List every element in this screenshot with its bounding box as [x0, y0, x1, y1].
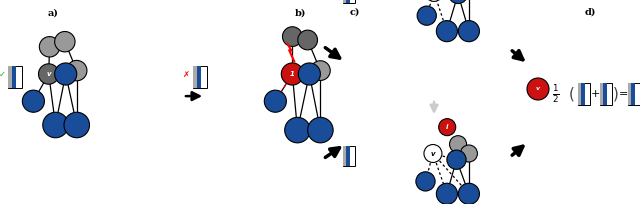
Text: =: = — [618, 89, 628, 99]
Circle shape — [416, 172, 435, 191]
Circle shape — [417, 6, 436, 25]
FancyBboxPatch shape — [193, 66, 207, 88]
FancyBboxPatch shape — [600, 83, 612, 105]
Circle shape — [282, 27, 302, 47]
Circle shape — [43, 112, 68, 138]
FancyBboxPatch shape — [343, 146, 346, 166]
Text: ✗: ✗ — [182, 70, 189, 79]
Text: a): a) — [47, 9, 58, 18]
Circle shape — [39, 37, 60, 57]
FancyBboxPatch shape — [604, 83, 607, 105]
Text: 1: 1 — [290, 71, 295, 77]
Circle shape — [22, 90, 44, 112]
Circle shape — [527, 78, 549, 100]
Circle shape — [282, 63, 303, 85]
FancyBboxPatch shape — [8, 66, 22, 88]
Circle shape — [447, 150, 466, 169]
Circle shape — [449, 136, 467, 153]
Text: v: v — [46, 71, 51, 77]
Circle shape — [298, 30, 317, 50]
FancyBboxPatch shape — [197, 66, 201, 88]
Circle shape — [38, 64, 59, 84]
FancyBboxPatch shape — [600, 83, 604, 105]
FancyBboxPatch shape — [578, 83, 590, 105]
Text: ✓: ✓ — [0, 70, 6, 79]
FancyBboxPatch shape — [631, 83, 635, 105]
FancyBboxPatch shape — [8, 66, 12, 88]
FancyBboxPatch shape — [628, 83, 640, 105]
Circle shape — [298, 63, 321, 85]
Circle shape — [64, 112, 90, 138]
Circle shape — [285, 117, 310, 143]
FancyBboxPatch shape — [346, 0, 349, 3]
FancyBboxPatch shape — [343, 0, 355, 3]
FancyBboxPatch shape — [343, 0, 346, 3]
Circle shape — [460, 145, 477, 162]
Circle shape — [458, 21, 479, 42]
Circle shape — [264, 90, 287, 112]
Text: i: i — [446, 124, 449, 130]
FancyBboxPatch shape — [578, 83, 581, 105]
Text: v: v — [536, 86, 540, 92]
Text: (: ( — [569, 86, 575, 102]
Text: +: + — [590, 89, 600, 99]
Circle shape — [424, 144, 442, 163]
Circle shape — [449, 0, 468, 3]
FancyBboxPatch shape — [193, 66, 197, 88]
Circle shape — [308, 117, 333, 143]
Circle shape — [436, 183, 458, 204]
Text: b): b) — [294, 9, 306, 18]
FancyBboxPatch shape — [343, 146, 355, 166]
Circle shape — [54, 31, 75, 52]
Circle shape — [54, 63, 77, 85]
Circle shape — [438, 119, 456, 136]
FancyBboxPatch shape — [628, 83, 631, 105]
Circle shape — [458, 183, 479, 204]
Circle shape — [310, 61, 330, 80]
Text: $\frac{1}{2}$: $\frac{1}{2}$ — [552, 83, 560, 105]
Text: c): c) — [350, 8, 360, 17]
FancyBboxPatch shape — [581, 83, 585, 105]
FancyBboxPatch shape — [12, 66, 16, 88]
Circle shape — [436, 21, 458, 42]
Text: ): ) — [613, 86, 619, 102]
Text: d): d) — [584, 8, 596, 17]
Circle shape — [425, 0, 443, 1]
FancyBboxPatch shape — [346, 146, 349, 166]
Text: v: v — [431, 151, 435, 156]
Circle shape — [67, 60, 87, 81]
